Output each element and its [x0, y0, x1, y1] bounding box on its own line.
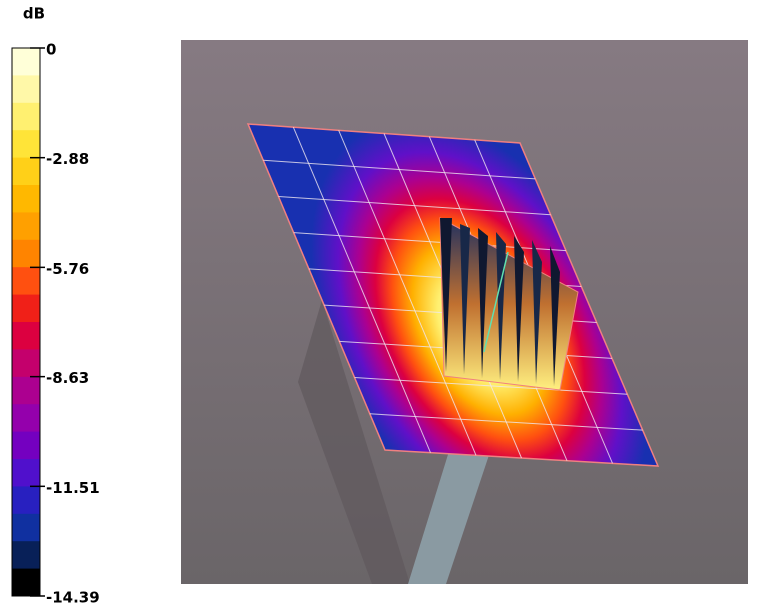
array-box	[439, 217, 579, 391]
tick-label: -11.51	[46, 479, 100, 497]
plate-grid-line	[278, 195, 551, 216]
color-band	[12, 102, 40, 131]
plate-grid-line	[369, 413, 643, 431]
tick-label: -8.63	[46, 369, 89, 387]
color-band	[12, 294, 40, 323]
color-band	[12, 404, 40, 433]
color-band	[12, 431, 40, 460]
color-band	[12, 267, 40, 296]
color-band	[12, 48, 40, 76]
color-band	[12, 239, 40, 268]
color-band	[12, 130, 40, 159]
colorbar: 0 -2.88 -5.76 -8.63 -11.51 -14.39	[11, 41, 100, 607]
color-band	[12, 75, 40, 104]
tick-label: -14.39	[46, 589, 100, 607]
color-band	[12, 376, 40, 405]
color-band	[12, 486, 40, 515]
color-band	[12, 322, 40, 350]
color-band	[12, 212, 40, 241]
tick-label: 0	[46, 41, 56, 59]
color-band	[12, 157, 40, 186]
plate-grid-line	[354, 377, 628, 395]
color-band	[12, 185, 40, 213]
tick-label: -5.76	[46, 260, 89, 278]
pole	[408, 448, 490, 584]
plate-grid-line	[338, 130, 477, 456]
colorbar-unit: dB	[23, 5, 45, 23]
colorbar-frame	[11, 47, 41, 597]
color-band	[12, 459, 40, 487]
color-band	[12, 349, 40, 378]
tick-label: -2.88	[46, 150, 89, 168]
plate-grid-line	[292, 126, 431, 453]
plate-grid-line	[263, 159, 536, 180]
color-band	[12, 568, 40, 597]
color-band	[12, 513, 40, 542]
color-band	[12, 541, 40, 570]
shadow	[298, 300, 410, 584]
